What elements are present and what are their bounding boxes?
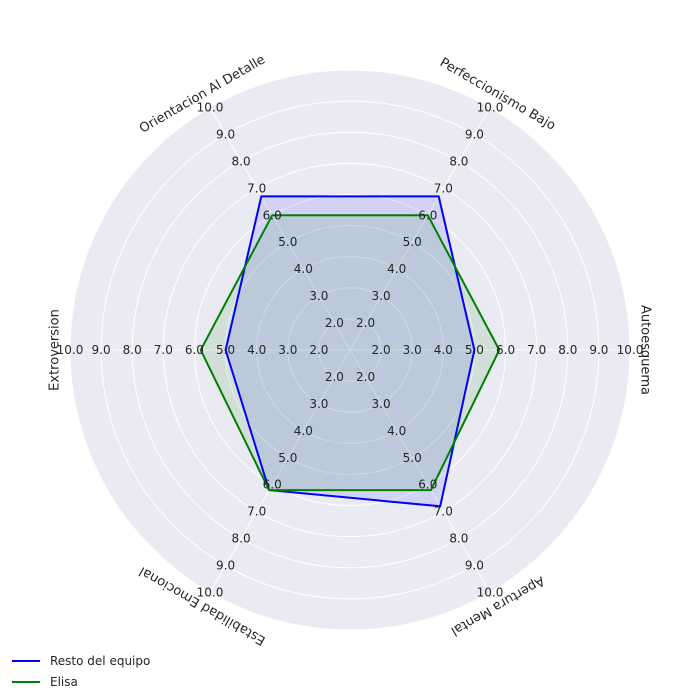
tick-label-2-5: 6.0: [418, 208, 437, 222]
tick-label-1-5: 6.0: [496, 343, 515, 357]
tick-label-4-2: 3.0: [278, 343, 297, 357]
tick-label-6-6: 7.0: [434, 505, 453, 519]
legend-item-elisa: Elisa: [12, 671, 150, 692]
tick-label-1-1: 2.0: [372, 343, 391, 357]
tick-label-1-2: 3.0: [403, 343, 422, 357]
tick-label-4-1: 2.0: [309, 343, 328, 357]
tick-label-4-3: 4.0: [247, 343, 266, 357]
grid: [69, 69, 631, 631]
tick-label-2-6: 7.0: [434, 181, 453, 195]
axis-label-4: Extroversion: [48, 309, 63, 391]
tick-label-6-2: 3.0: [372, 397, 391, 411]
tick-label-2-8: 9.0: [465, 128, 484, 142]
tick-label-1-6: 7.0: [527, 343, 546, 357]
tick-label-4-4: 5.0: [216, 343, 235, 357]
tick-label-5-3: 4.0: [294, 424, 313, 438]
tick-label-3-4: 5.0: [278, 235, 297, 249]
series-fill-2: [200, 215, 500, 491]
grid-spoke-5: [209, 349, 351, 593]
tick-label-2-2: 3.0: [372, 289, 391, 303]
tick-label-3-1: 2.0: [325, 316, 344, 330]
legend-swatch-elisa: [12, 680, 40, 683]
tick-labels: 2.0 3.0 4.0 5.0 6.0 7.0 8.0 9.0 10.0 2.0 3.0 4.0 5.0…: [57, 101, 644, 600]
tick-label-5-5: 6.0: [263, 478, 282, 492]
tick-label-4-7: 8.0: [123, 343, 142, 357]
legend-label-elisa: Elisa: [50, 674, 78, 689]
tick-label-6-9: 10.0: [477, 586, 504, 600]
tick-label-3-8: 9.0: [216, 128, 235, 142]
tick-label-3-2: 3.0: [309, 289, 328, 303]
tick-label-5-4: 5.0: [278, 451, 297, 465]
tick-label-6-3: 4.0: [387, 424, 406, 438]
tick-label-3-9: 10.0: [197, 101, 224, 115]
legend-swatch-resto: [12, 659, 40, 662]
series-line-1: [224, 195, 476, 508]
tick-label-5-8: 9.0: [216, 559, 235, 573]
tick-label-5-2: 3.0: [309, 397, 328, 411]
axis-label-1: Autoesquema: [638, 305, 653, 395]
series-layer: [199, 195, 501, 508]
tick-label-1-9: 10.0: [617, 343, 644, 357]
tick-label-1-4: 5.0: [465, 343, 484, 357]
grid-spoke-2: [349, 107, 491, 351]
tick-label-4-5: 6.0: [185, 343, 204, 357]
tick-label-6-5: 6.0: [418, 478, 437, 492]
tick-label-4-9: 10.0: [57, 343, 84, 357]
grid-spoke-6: [349, 349, 491, 593]
grid-spoke-3: [209, 107, 351, 351]
tick-label-4-8: 9.0: [92, 343, 111, 357]
tick-label-6-7: 8.0: [449, 532, 468, 546]
tick-label-5-1: 2.0: [325, 370, 344, 384]
tick-label-6-1: 2.0: [356, 370, 375, 384]
tick-label-2-1: 2.0: [356, 316, 375, 330]
tick-label-3-5: 6.0: [263, 208, 282, 222]
tick-label-4-6: 7.0: [154, 343, 173, 357]
tick-label-1-3: 4.0: [434, 343, 453, 357]
tick-label-3-6: 7.0: [247, 181, 266, 195]
tick-label-3-3: 4.0: [294, 262, 313, 276]
legend: Resto del equipo Elisa: [12, 650, 150, 692]
legend-item-resto: Resto del equipo: [12, 650, 150, 671]
tick-label-2-3: 4.0: [387, 262, 406, 276]
tick-label-1-8: 9.0: [589, 343, 608, 357]
tick-label-6-8: 9.0: [465, 559, 484, 573]
tick-label-1-7: 8.0: [558, 343, 577, 357]
legend-label-resto: Resto del equipo: [50, 653, 151, 668]
tick-label-2-7: 8.0: [449, 154, 468, 168]
series-fill-1: [225, 196, 475, 507]
tick-label-5-9: 10.0: [197, 586, 224, 600]
tick-label-3-7: 8.0: [232, 154, 251, 168]
tick-label-5-7: 8.0: [232, 532, 251, 546]
series-line-2: [199, 214, 501, 492]
tick-label-2-9: 10.0: [477, 101, 504, 115]
tick-label-6-4: 5.0: [403, 451, 422, 465]
tick-label-5-6: 7.0: [247, 505, 266, 519]
tick-label-2-4: 5.0: [403, 235, 422, 249]
